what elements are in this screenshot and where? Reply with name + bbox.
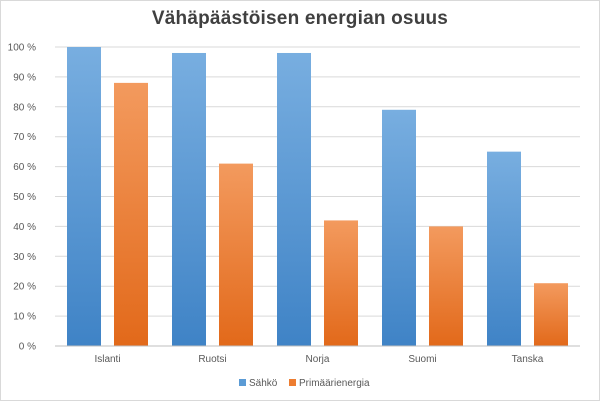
- y-tick-label: 90 %: [13, 72, 36, 83]
- y-tick-label: 30 %: [13, 252, 36, 263]
- legend-swatch: [239, 379, 246, 386]
- y-tick-label: 60 %: [13, 162, 36, 173]
- bar-sahko: [382, 109, 416, 346]
- x-tick-label: Tanska: [512, 354, 544, 365]
- legend-label: Primäärienergia: [299, 378, 370, 389]
- bar-sahko: [277, 52, 311, 346]
- y-tick-label: 70 %: [13, 132, 36, 143]
- bar-sahko: [172, 52, 206, 346]
- y-tick-label: 50 %: [13, 192, 36, 203]
- bar-sahko: [487, 151, 521, 346]
- x-tick-label: Ruotsi: [198, 354, 226, 365]
- y-tick-label: 100 %: [8, 43, 36, 54]
- bar-sahko: [67, 47, 101, 346]
- x-tick-label: Suomi: [408, 354, 436, 365]
- y-tick-label: 40 %: [13, 222, 36, 233]
- y-tick-label: 0 %: [19, 342, 36, 353]
- legend-swatch: [289, 379, 296, 386]
- y-tick-label: 20 %: [13, 282, 36, 293]
- y-tick-label: 10 %: [13, 312, 36, 323]
- bar-primaarienergia: [429, 226, 463, 346]
- legend-label: Sähkö: [249, 378, 278, 389]
- x-tick-label: Islanti: [94, 354, 120, 365]
- bar-primaarienergia: [219, 163, 253, 346]
- x-tick-label: Norja: [306, 354, 330, 365]
- bar-primaarienergia: [114, 82, 148, 346]
- chart-title: Vähäpäästöisen energian osuus: [151, 8, 449, 29]
- y-tick-label: 80 %: [13, 102, 36, 113]
- bar-primaarienergia: [324, 220, 358, 346]
- bar-primaarienergia: [534, 283, 568, 346]
